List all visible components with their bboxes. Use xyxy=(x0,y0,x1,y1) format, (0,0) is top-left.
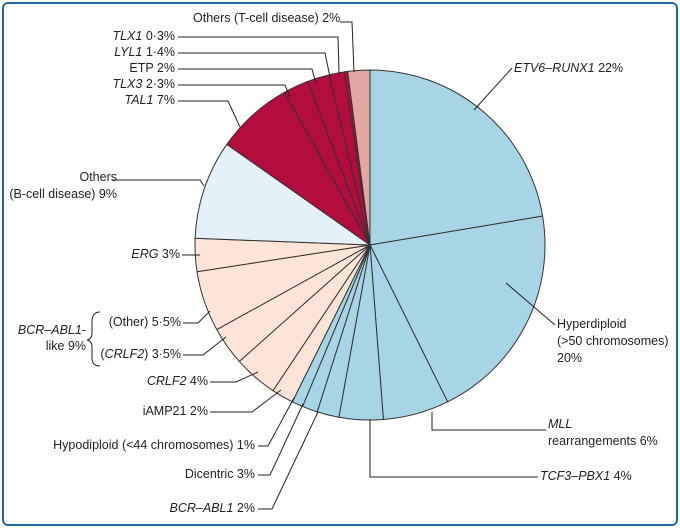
label-erg: ERG 3% xyxy=(131,247,180,261)
slice-edge-bcr-abl1-like-crlf2 xyxy=(239,244,371,362)
label-hyperdiploid: Hyperdiploid (>50 chromosomes) 20% xyxy=(557,317,669,365)
leader-crlf2 xyxy=(210,371,259,383)
label-tlx1-part: 0·3% xyxy=(142,29,175,43)
slice-others-t-cell-disease xyxy=(347,69,371,246)
label-bcr-abl1-like-line-part: like 9% xyxy=(46,339,86,353)
label-bcr-abl1-like-line: BCR–ABL1- xyxy=(18,323,86,337)
leader-hyperdiploid xyxy=(505,282,556,326)
label-dicentric-part: Dicentric 3% xyxy=(185,467,255,481)
label-bcr-abl1-like-crlf2: (CRLF2) 3·5% xyxy=(100,347,181,361)
label-tcf3-pbx1-part: 4% xyxy=(610,469,632,483)
label-crlf2-part: 4% xyxy=(186,374,208,388)
label-hyperdiploid-line-part: 20% xyxy=(557,351,582,365)
label-bcr-abl1-like-crlf2-part: CRLF2 xyxy=(105,347,145,361)
label-etp-part: ETP 2% xyxy=(129,61,175,75)
label-iamp21: iAMP21 2% xyxy=(143,404,208,418)
bracket-bcr-abl1-like xyxy=(86,311,101,367)
leader-mll-rearrangements xyxy=(431,412,546,431)
label-tlx1: TLX1 0·3% xyxy=(112,29,175,43)
pie-slices xyxy=(194,69,546,421)
label-bcr-abl1-like-other: (Other) 5·5% xyxy=(109,315,181,329)
label-hyperdiploid-line: (>50 chromosomes) xyxy=(557,334,669,348)
label-hyperdiploid-line: Hyperdiploid xyxy=(557,317,627,331)
label-etv6-runx1-part: ETV6–RUNX1 xyxy=(514,61,595,75)
label-mll-rearrangements-line-part: rearrangements 6% xyxy=(548,434,658,448)
label-hyperdiploid-line: 20% xyxy=(557,351,582,365)
label-bcr-abl1-like-line: like 9% xyxy=(46,339,86,353)
label-hypodiploid-44-chromosomes-part: Hypodiploid (<44 chromosomes) 1% xyxy=(53,438,255,452)
label-iamp21-part: iAMP21 2% xyxy=(143,404,208,418)
label-others-b-cell-disease-line: (B-cell disease) 9% xyxy=(9,187,117,201)
label-others-b-cell-disease-line-part: (B-cell disease) 9% xyxy=(9,187,117,201)
leader-tlx1 xyxy=(178,36,340,74)
label-erg-part: 3% xyxy=(158,247,180,261)
label-mll-rearrangements-line: rearrangements 6% xyxy=(548,434,658,448)
label-tcf3-pbx1: TCF3–PBX1 4% xyxy=(540,469,632,483)
label-etv6-runx1-part: 22% xyxy=(595,61,624,75)
label-lyl1-part: LYL1 xyxy=(114,45,142,59)
label-bcr-abl1-like-line-part: - xyxy=(82,323,86,337)
label-lyl1: LYL1 1·4% xyxy=(114,45,175,59)
label-others-b-cell-disease-line: Others xyxy=(79,170,117,184)
label-tlx1-part: TLX1 xyxy=(112,29,142,43)
label-tcf3-pbx1-part: TCF3–PBX1 xyxy=(540,469,610,483)
slice-others-b-cell-disease xyxy=(194,143,372,246)
label-crlf2: CRLF2 4% xyxy=(147,374,208,388)
label-tal1-part: 7% xyxy=(153,93,175,107)
leader-tal1 xyxy=(178,100,241,128)
label-bcr-abl1-part: 2% xyxy=(233,501,255,515)
label-bcr-abl1-like-group: BCR–ABL1- like 9% xyxy=(18,323,86,353)
label-tlx3-part: TLX3 xyxy=(112,77,142,91)
leader-tlx3 xyxy=(178,84,291,98)
leader-bcr-abl1-like-other xyxy=(183,310,211,324)
label-tlx3-part: 2·3% xyxy=(142,77,175,91)
leader-tcf3-pbx1 xyxy=(369,419,538,478)
label-bcr-abl1-like-line-part: BCR–ABL1 xyxy=(18,323,82,337)
label-others-t-cell-disease: Others (T-cell disease) 2% xyxy=(193,11,340,25)
label-others-b-cell-disease: Others (B-cell disease) 9% xyxy=(9,170,117,201)
label-tlx3: TLX3 2·3% xyxy=(112,77,175,91)
label-hyperdiploid-line-part: Hyperdiploid xyxy=(557,317,627,331)
label-others-b-cell-disease-line-part: Others xyxy=(79,170,117,184)
label-dicentric: Dicentric 3% xyxy=(185,467,255,481)
label-lyl1-part: 1·4% xyxy=(142,45,175,59)
label-others-t-cell-disease-part: Others (T-cell disease) 2% xyxy=(193,11,340,25)
label-tal1-part: TAL1 xyxy=(125,93,154,107)
leader-lines xyxy=(86,21,556,510)
label-bcr-abl1-like-other-part: (Other) 5·5% xyxy=(109,315,181,329)
leader-lyl1 xyxy=(178,52,331,78)
slice-etv6-runx1 xyxy=(369,69,544,246)
leader-iamp21 xyxy=(210,389,282,413)
leader-etp xyxy=(178,68,317,85)
label-hyperdiploid-line-part: (>50 chromosomes) xyxy=(557,334,669,348)
slice-labels: ETV6–RUNX1 22% Hyperdiploid (>50 chromosom… xyxy=(9,11,668,515)
leader-bcr-abl1 xyxy=(258,411,319,510)
label-hypodiploid-44-chromosomes: Hypodiploid (<44 chromosomes) 1% xyxy=(53,438,255,452)
label-etv6-runx1: ETV6–RUNX1 22% xyxy=(514,61,623,75)
slice-crlf2 xyxy=(238,244,371,392)
label-mll-rearrangements: MLL rearrangements 6% xyxy=(548,417,658,448)
label-bcr-abl1-like-crlf2-part: ( xyxy=(100,347,105,361)
leader-others-b-cell-disease xyxy=(112,179,205,187)
label-crlf2-part: CRLF2 xyxy=(147,374,187,388)
label-bcr-abl1-like-crlf2-part: ) 3·5% xyxy=(144,347,181,361)
leader-etv6-runx1 xyxy=(473,67,513,111)
leader-others-t-cell-disease xyxy=(340,21,355,73)
label-etp: ETP 2% xyxy=(129,61,175,75)
label-mll-rearrangements-line-part: MLL xyxy=(548,417,572,431)
label-mll-rearrangements-line: MLL xyxy=(548,417,572,431)
slice-hyperdiploid xyxy=(369,215,546,403)
label-tal1: TAL1 7% xyxy=(125,93,176,107)
label-bcr-abl1-part: BCR–ABL1 xyxy=(170,501,234,515)
leader-hypodiploid-44-chromosomes xyxy=(258,397,295,447)
leader-bcr-abl1-like-crlf2 xyxy=(183,336,227,356)
label-erg-part: ERG xyxy=(131,247,158,261)
label-bcr-abl1: BCR–ABL1 2% xyxy=(170,501,255,515)
leader-dicentric xyxy=(258,403,304,476)
slice-bcr-abl1-like-crlf2 xyxy=(216,245,370,362)
